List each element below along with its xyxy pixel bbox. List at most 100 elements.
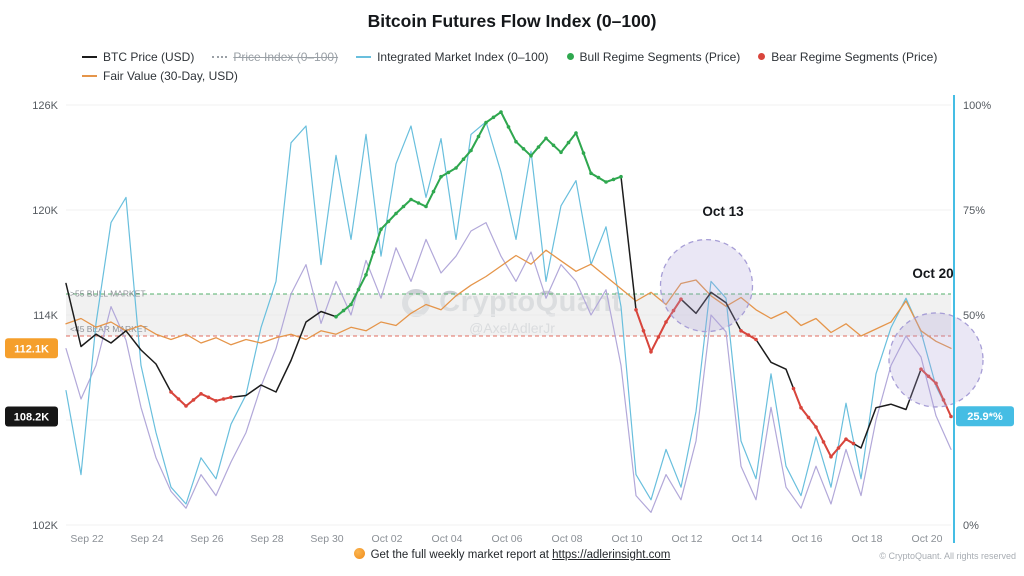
- bear-regime-dot: [184, 404, 188, 408]
- legend-line-swatch: [82, 74, 97, 77]
- bull-regime-dot: [349, 302, 353, 307]
- right-axis-tick: 50%: [963, 310, 985, 322]
- bear-regime-dot: [199, 392, 203, 396]
- legend-line-swatch: [82, 55, 97, 58]
- bear-regime-dot: [844, 437, 848, 442]
- bear-regime-dot: [949, 414, 953, 419]
- x-axis-tick: Sep 22: [70, 533, 103, 545]
- legend-item-label: Fair Value (30-Day, USD): [103, 68, 238, 83]
- bear-regime-dot: [191, 398, 196, 402]
- bull-regime-dot: [454, 166, 458, 170]
- legend-line-swatch: [356, 55, 372, 58]
- bear-regime-dot: [836, 446, 841, 450]
- legend-row-1: BTC Price (USD) Price Index (0–100) Integr…: [82, 48, 937, 65]
- bull-regime-dot: [514, 139, 518, 144]
- bear-regime-dot: [641, 329, 646, 333]
- annotation-label-1: Oct 13: [702, 204, 744, 219]
- x-axis-tick: Oct 20: [912, 533, 943, 545]
- x-axis-tick: Sep 30: [310, 533, 343, 545]
- bull-regime-dot: [371, 250, 376, 254]
- legend-item-btc-price-usd[interactable]: BTC Price (USD): [82, 50, 194, 64]
- fair_value-badge-label: 112.1K: [14, 343, 49, 355]
- right-axis-tick: 100%: [963, 100, 991, 112]
- legend-item-integrated-market-index-0-100[interactable]: Integrated Market Index (0–100): [356, 49, 549, 64]
- bull-regime-dot: [559, 150, 563, 155]
- bull-regime-dot: [619, 174, 623, 179]
- annotation-label-2: Oct 20: [912, 266, 953, 281]
- bear-regime-dot: [214, 399, 218, 403]
- bull-regime-dot: [379, 227, 383, 231]
- market_index-badge-label: 25.9*%: [967, 411, 1003, 423]
- bull-regime-dot: [566, 140, 571, 145]
- x-axis-tick: Oct 18: [852, 533, 883, 545]
- bull-regime-dot: [604, 180, 608, 184]
- bull-regime-dot: [544, 136, 548, 141]
- series-fair_value: [65, 249, 952, 349]
- legend-dot-swatch: [566, 53, 574, 60]
- bear-regime-dot: [799, 405, 803, 410]
- legend-item-bull-regime-segments-price[interactable]: Bull Regime Segments (Price): [566, 49, 741, 64]
- bear-regime-dot: [739, 329, 743, 333]
- bear-regime-dot: [221, 397, 226, 401]
- series-integrated_market_index: [65, 121, 952, 505]
- bear-regime-dot: [671, 308, 676, 313]
- bull-regime-dot: [431, 189, 436, 194]
- legend-item-bear-regime-segments-price[interactable]: Bear Regime Segments (Price): [758, 50, 937, 64]
- bear-regime-dot: [649, 349, 653, 354]
- x-axis-tick: Oct 06: [492, 533, 523, 545]
- bear-regime-dot: [934, 381, 938, 386]
- bear-regime-dot: [941, 398, 946, 402]
- legend-item-label: Integrated Market Index (0–100): [377, 49, 549, 64]
- neutral-zone-band: [66, 294, 951, 336]
- orange-dot-icon: [353, 548, 365, 559]
- bull-regime-dot: [394, 211, 398, 216]
- bear-regime-dot: [229, 395, 233, 400]
- bear-regime-dot: [791, 386, 796, 391]
- bear-regime-dot: [926, 374, 931, 379]
- bull-regime-dot: [446, 170, 451, 175]
- copyright: © CryptoQuant. All rights reserved: [879, 551, 1016, 561]
- bull-regime-dot: [364, 273, 368, 277]
- chart-legend: BTC Price (USD) Price Index (0–100) Integr…: [82, 48, 937, 86]
- x-axis-tick: Oct 16: [792, 533, 823, 545]
- legend-item-price-index-0-100[interactable]: Price Index (0–100): [212, 50, 338, 64]
- series-price_index: [65, 222, 952, 514]
- legend-item-label: Bull Regime Segments (Price): [579, 49, 741, 64]
- legend-item-label: BTC Price (USD): [103, 49, 195, 64]
- bull-regime-dot: [409, 197, 413, 202]
- bear-regime-dot: [829, 454, 833, 459]
- x-axis-tick: Oct 12: [672, 533, 703, 545]
- legend-line-swatch: [212, 55, 228, 58]
- bull-regime-dot: [386, 219, 391, 224]
- chart-title: Bitcoin Futures Flow Index (0–100): [367, 11, 657, 31]
- legend-item-fair-value-30-day-usd[interactable]: Fair Value (30-Day, USD): [82, 69, 238, 83]
- bull-regime-dot: [334, 314, 338, 319]
- bear-regime-dot: [176, 397, 181, 401]
- legend-item-label: Price Index (0–100): [233, 49, 339, 64]
- bull-regime-dot: [461, 157, 466, 161]
- bull-regime-dot: [356, 287, 361, 292]
- bear-regime-dot: [806, 415, 811, 420]
- bear-regime-dot: [656, 335, 661, 339]
- x-axis-tick: Oct 14: [732, 533, 763, 545]
- right-axis-tick: 75%: [963, 205, 985, 217]
- bull-regime-dot: [521, 147, 526, 151]
- bull-regime-dot: [581, 151, 586, 155]
- bull-regime-dot: [596, 175, 601, 180]
- bull-regime-dot: [424, 204, 428, 209]
- legend-row-2: Fair Value (30-Day, USD): [82, 67, 937, 84]
- left-axis-tick: 102K: [32, 520, 58, 532]
- x-axis-tick: Sep 26: [190, 533, 223, 545]
- bull-regime-dot: [574, 131, 578, 135]
- bull-regime-dot: [506, 125, 511, 129]
- x-axis-tick: Oct 04: [432, 533, 463, 545]
- bull-regime-dot: [536, 145, 541, 149]
- bear-regime-dot: [754, 337, 758, 342]
- bull-regime-dot: [484, 120, 488, 125]
- footer-text: Get the full weekly market report at: [370, 549, 549, 561]
- footer-link[interactable]: https://adlerinsight.com: [552, 549, 671, 561]
- bear-regime-dot: [821, 440, 826, 444]
- bear-regime-dot: [919, 367, 923, 372]
- btc_price-badge-label: 108.2K: [14, 412, 50, 424]
